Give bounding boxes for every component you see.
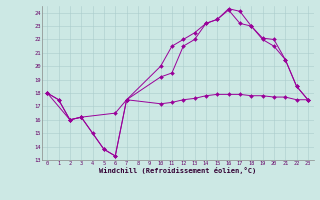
X-axis label: Windchill (Refroidissement éolien,°C): Windchill (Refroidissement éolien,°C) [99,167,256,174]
